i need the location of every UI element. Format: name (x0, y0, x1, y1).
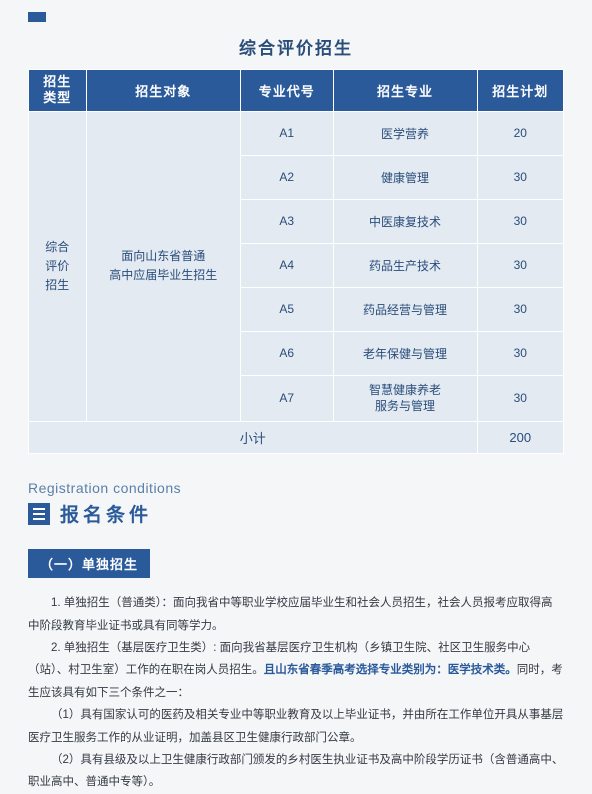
cell-major: 药品经营与管理 (333, 287, 477, 331)
cell-code: A7 (240, 375, 333, 422)
cell-plan: 30 (477, 243, 563, 287)
cell-major: 健康管理 (333, 155, 477, 199)
cell-plan: 30 (477, 155, 563, 199)
cell-code: A3 (240, 199, 333, 243)
table-row: 综合 评价 招生 面向山东省普通 高中应届毕业生招生 A1 医学营养 20 (29, 111, 564, 155)
cell-major: 智慧健康养老 服务与管理 (333, 375, 477, 422)
cell-code: A1 (240, 111, 333, 155)
section-heading-zh: 报名条件 (60, 500, 152, 527)
cell-type: 综合 评价 招生 (29, 111, 87, 422)
para-4: （2）具有县级及以上卫生健康行政部门颁发的乡村医生执业证书及高中阶段学历证书（含… (28, 749, 564, 794)
subtotal-label: 小计 (29, 422, 478, 454)
cell-plan: 30 (477, 331, 563, 375)
cell-major: 老年保健与管理 (333, 331, 477, 375)
list-icon (28, 503, 50, 525)
cell-target: 面向山东省普通 高中应届毕业生招生 (86, 111, 240, 422)
cell-code: A2 (240, 155, 333, 199)
table-header-row: 招生 类型 招生对象 专业代号 招生专业 招生计划 (29, 70, 564, 112)
cell-plan: 20 (477, 111, 563, 155)
subsection-heading: （一）单独招生 (28, 549, 150, 578)
cell-plan: 30 (477, 287, 563, 331)
para-2: 2. 单独招生（基层医疗卫生类）: 面向我省基层医疗卫生机构（乡镇卫生院、社区卫… (28, 637, 564, 704)
section-heading-en: Registration conditions (28, 480, 564, 496)
th-type: 招生 类型 (29, 70, 87, 112)
th-target: 招生对象 (86, 70, 240, 112)
section-heading-row: 报名条件 (28, 500, 564, 527)
subtotal-value: 200 (477, 422, 563, 454)
para-2-emph: 且山东省春季高考选择专业类别为：医学技术类。 (264, 664, 517, 676)
para-3: （1）具有国家认可的医药及相关专业中等职业教育及以上毕业证书，并由所在工作单位开… (28, 704, 564, 749)
table-title: 综合评价招生 (28, 34, 564, 59)
th-code: 专业代号 (240, 70, 333, 112)
body-text: 1. 单独招生（普通类）：面向我省中等职业学校应届毕业生和社会人员招生，社会人员… (28, 592, 564, 794)
cell-code: A5 (240, 287, 333, 331)
cell-major: 药品生产技术 (333, 243, 477, 287)
enrollment-table: 招生 类型 招生对象 专业代号 招生专业 招生计划 综合 评价 招生 面向山东省… (28, 69, 564, 454)
cell-code: A6 (240, 331, 333, 375)
cell-plan: 30 (477, 199, 563, 243)
cell-major: 中医康复技术 (333, 199, 477, 243)
th-type-text: 招生 类型 (43, 74, 71, 105)
cell-code: A4 (240, 243, 333, 287)
table-subtotal-row: 小计 200 (29, 422, 564, 454)
para-1: 1. 单独招生（普通类）：面向我省中等职业学校应届毕业生和社会人员招生，社会人员… (28, 592, 564, 637)
cell-major: 医学营养 (333, 111, 477, 155)
page-corner-mark (28, 12, 46, 22)
cell-plan: 30 (477, 375, 563, 422)
th-plan: 招生计划 (477, 70, 563, 112)
th-major: 招生专业 (333, 70, 477, 112)
